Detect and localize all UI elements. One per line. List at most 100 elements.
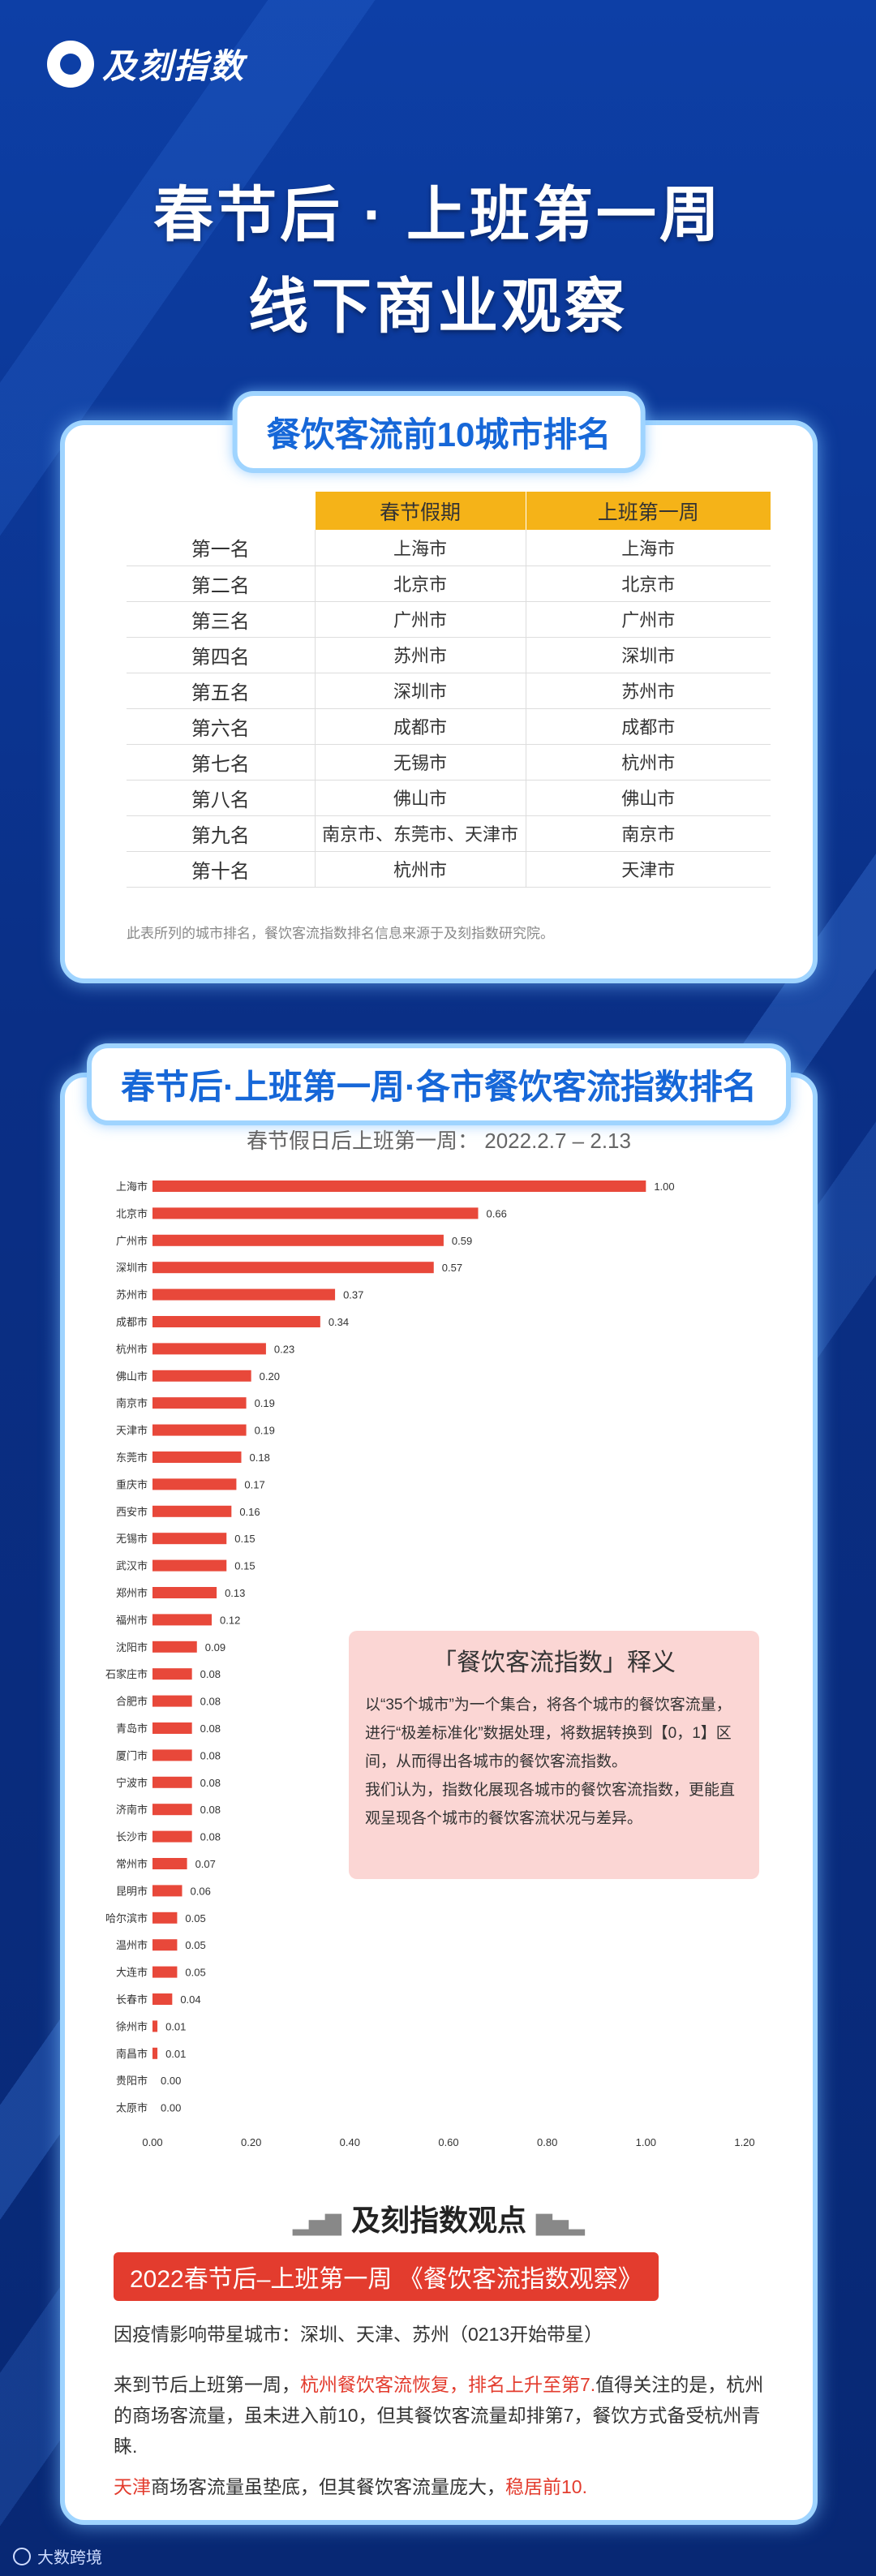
explanation-title: 「餐饮客流指数」释义 <box>432 1649 676 1676</box>
bar-chart-icon: ▂▅▇ <box>292 2211 341 2235</box>
category-label: 石家庄市 <box>105 1668 148 1680</box>
data-label: 0.19 <box>255 1397 275 1409</box>
bar <box>152 1749 192 1761</box>
text-span: 来到节后上班第一周， <box>114 2374 300 2395</box>
data-label: 0.05 <box>185 1939 205 1951</box>
watermark-icon <box>13 2547 31 2565</box>
ranking-card-title: 餐饮客流前10城市排名 <box>232 391 646 473</box>
table-cell: 南京市、东莞市、天津市 <box>315 815 526 852</box>
data-label: 0.01 <box>165 2020 186 2032</box>
category-label: 苏州市 <box>116 1289 148 1301</box>
category-label: 合肥市 <box>116 1696 148 1708</box>
category-label: 福州市 <box>116 1614 148 1626</box>
data-label: 0.08 <box>200 1804 221 1816</box>
table-cell: 第三名 <box>127 601 316 638</box>
table-row: 第一名 上海市 上海市 <box>127 530 771 566</box>
index-card: 春节后·上班第一周·各市餐饮客流指数排名 春节假日后上班第一周： 2022.2.… <box>60 1043 818 2525</box>
table-cell: 成都市 <box>526 708 771 745</box>
table-cell: 北京市 <box>526 566 771 602</box>
table-cell: 天津市 <box>526 851 771 888</box>
table-cell: 第十名 <box>127 851 316 888</box>
bar-chart-icon: ▇▅▂ <box>536 2211 585 2235</box>
table-cell: 佛山市 <box>526 780 771 816</box>
category-label: 徐州市 <box>116 2020 148 2032</box>
bar <box>152 1180 646 1192</box>
table-cell: 上海市 <box>526 530 771 566</box>
text-span: 商场客流量虽垫底，但其餐饮客流量庞大， <box>151 2476 505 2497</box>
table-row: 第十名 杭州市 天津市 <box>127 851 771 888</box>
bar <box>152 1207 479 1219</box>
data-label: 0.08 <box>200 1831 221 1843</box>
table-cell: 杭州市 <box>315 851 526 888</box>
data-label: 0.34 <box>328 1316 349 1328</box>
data-label: 0.07 <box>195 1858 216 1870</box>
data-label: 0.18 <box>250 1451 270 1464</box>
footer-text: 大数跨境 <box>37 2549 102 2567</box>
table-cell: 深圳市 <box>526 637 771 673</box>
table-header-cell <box>127 492 316 530</box>
table-cell: 杭州市 <box>526 744 771 781</box>
category-label: 杭州市 <box>116 1343 148 1355</box>
category-label: 太原市 <box>116 2102 148 2114</box>
table-cell: 无锡市 <box>315 744 526 781</box>
table-cell: 苏州市 <box>526 673 771 709</box>
table-cell: 成都市 <box>315 708 526 745</box>
ranking-table: 春节假期 上班第一周 第一名 上海市 上海市 第二名 北京市 北京市 第三名 广州市 广州市 第四… <box>127 492 771 888</box>
data-label: 0.17 <box>244 1478 264 1490</box>
data-label: 0.09 <box>205 1641 225 1654</box>
category-label: 贵阳市 <box>116 2075 148 2087</box>
data-label: 0.08 <box>200 1722 221 1735</box>
bar <box>152 1912 178 1924</box>
logo-icon <box>47 40 94 88</box>
table-cell: 北京市 <box>315 566 526 602</box>
category-label: 南昌市 <box>116 2048 148 2060</box>
table-cell: 第八名 <box>127 780 316 816</box>
brand-name: 及刻指数 <box>102 47 246 85</box>
category-label: 常州市 <box>116 1858 148 1870</box>
category-label: 昆明市 <box>116 1885 148 1897</box>
category-label: 长沙市 <box>116 1831 148 1843</box>
table-header-row: 春节假期 上班第一周 <box>127 492 771 530</box>
category-label: 天津市 <box>116 1425 148 1437</box>
bar <box>152 1424 247 1436</box>
data-label: 0.08 <box>200 1696 221 1708</box>
category-label: 深圳市 <box>116 1262 148 1274</box>
data-label: 0.08 <box>200 1777 221 1789</box>
x-tick-label: 1.00 <box>636 2136 656 2148</box>
category-label: 青岛市 <box>116 1722 148 1735</box>
table-row: 第九名 南京市、东莞市、天津市 南京市 <box>127 815 771 852</box>
table-cell: 苏州市 <box>315 637 526 673</box>
category-label: 哈尔滨市 <box>105 1912 148 1924</box>
data-label: 0.15 <box>234 1533 255 1545</box>
category-label: 上海市 <box>116 1180 148 1193</box>
category-label: 西安市 <box>116 1506 148 1518</box>
data-label: 0.57 <box>442 1262 462 1274</box>
text-span: 值得关注的是，杭州的商场客流量，虽未进入前10，但其餐饮客流量却排第7，餐饮方式… <box>114 2374 764 2457</box>
bar <box>152 1587 217 1598</box>
x-tick-label: 0.60 <box>438 2136 458 2148</box>
data-label: 0.37 <box>343 1289 363 1301</box>
category-label: 宁波市 <box>116 1777 148 1789</box>
table-row: 第四名 苏州市 深圳市 <box>127 637 771 673</box>
data-label: 0.01 <box>165 2048 186 2060</box>
category-label: 温州市 <box>116 1939 148 1951</box>
bar <box>152 1451 242 1463</box>
data-label: 0.08 <box>200 1668 221 1680</box>
table-cell: 南京市 <box>526 815 771 852</box>
category-label: 南京市 <box>116 1397 148 1409</box>
table-note: 此表所列的城市排名，餐饮客流指数排名信息来源于及刻指数研究院。 <box>127 926 554 941</box>
bar <box>152 1288 336 1301</box>
category-label: 重庆市 <box>116 1478 148 1490</box>
bar <box>152 1885 182 1897</box>
x-tick-label: 0.40 <box>340 2136 360 2148</box>
bar <box>152 1776 192 1788</box>
category-label: 武汉市 <box>116 1560 148 1572</box>
category-label: 北京市 <box>116 1207 148 1219</box>
data-label: 0.05 <box>185 1967 205 1979</box>
bar <box>152 1668 192 1680</box>
views-title-text: 及刻指数观点 <box>350 2204 526 2237</box>
table-cell: 深圳市 <box>315 673 526 709</box>
index-card-title: 春节后·上班第一周·各市餐饮客流指数排名 <box>87 1043 791 1125</box>
data-label: 0.00 <box>161 2075 181 2087</box>
table-cell: 广州市 <box>526 601 771 638</box>
